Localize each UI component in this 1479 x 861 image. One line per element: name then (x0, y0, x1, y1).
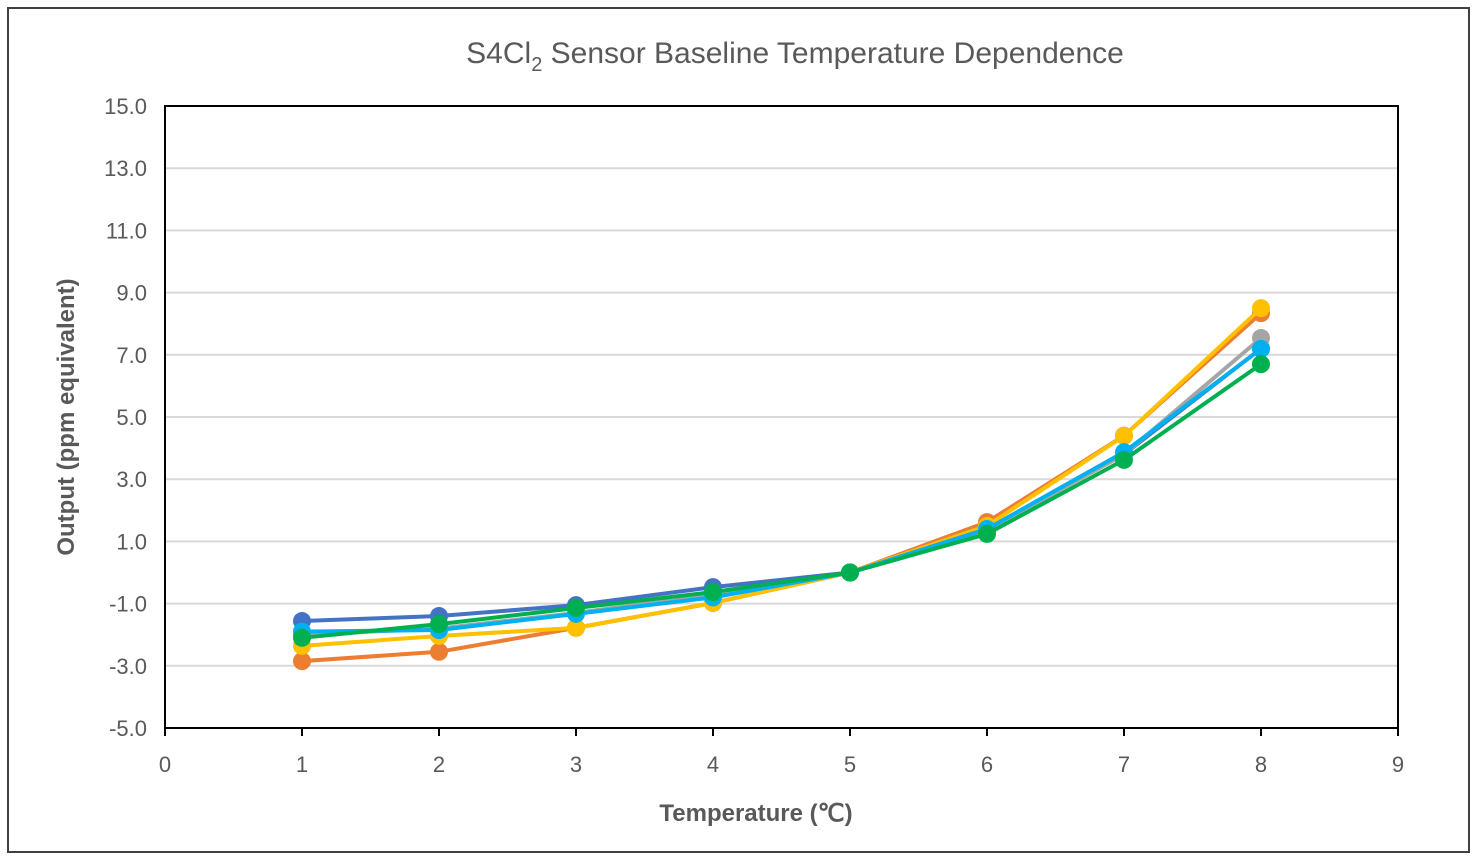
x-axis-label: Temperature (℃) (659, 800, 852, 827)
y-tick-label: 13.0 (104, 156, 147, 181)
x-tick-label: 3 (570, 752, 582, 777)
series-line (301, 362, 1263, 640)
chart-title: S4Cl2 Sensor Baseline Temperature Depend… (466, 37, 1124, 76)
chart-frame (7, 7, 1470, 853)
data-point (293, 652, 311, 671)
data-point (1252, 339, 1270, 358)
x-tick-label: 9 (1392, 752, 1404, 777)
x-tick-label: 1 (296, 752, 308, 777)
y-tick-label: 3.0 (116, 467, 147, 492)
x-tick-label: 0 (159, 752, 171, 777)
data-point (430, 615, 448, 634)
data-point (978, 524, 996, 543)
y-tick-label: 7.0 (116, 343, 147, 368)
data-point (430, 642, 448, 661)
y-tick-label: 1.0 (116, 529, 147, 554)
series-3 (293, 329, 1270, 644)
data-point (567, 598, 585, 617)
data-point (704, 583, 722, 602)
data-point (1115, 450, 1133, 469)
series-line (301, 347, 1263, 634)
y-tick-label: 9.0 (116, 281, 147, 306)
plot-area (164, 105, 1399, 729)
series-line (301, 346, 1263, 624)
y-tick-label: 5.0 (116, 405, 147, 430)
y-tick-label: 15.0 (104, 94, 147, 119)
data-point (1115, 426, 1133, 445)
data-point (1252, 299, 1270, 318)
x-tick-label: 4 (707, 752, 719, 777)
x-tick-label: 7 (1118, 752, 1130, 777)
series-line (301, 306, 1263, 648)
y-tick-label: 11.0 (106, 218, 147, 243)
x-tick-label: 6 (981, 752, 993, 777)
data-point (567, 618, 585, 637)
series-4 (293, 299, 1270, 655)
data-point (841, 563, 859, 582)
x-tick-label: 2 (433, 752, 445, 777)
series-6 (293, 355, 1270, 647)
series-line (301, 311, 1263, 664)
y-tick-label: -5.0 (109, 716, 147, 741)
x-tick-label: 5 (844, 752, 856, 777)
x-tick-label: 8 (1255, 752, 1267, 777)
y-tick-label: -3.0 (109, 654, 147, 679)
data-point (293, 628, 311, 647)
y-axis-label: Output (ppm equivalent) (53, 278, 80, 555)
data-point (1252, 355, 1270, 374)
y-tick-label: -1.0 (109, 592, 147, 617)
series-5 (293, 339, 1270, 641)
series-line (301, 336, 1263, 637)
